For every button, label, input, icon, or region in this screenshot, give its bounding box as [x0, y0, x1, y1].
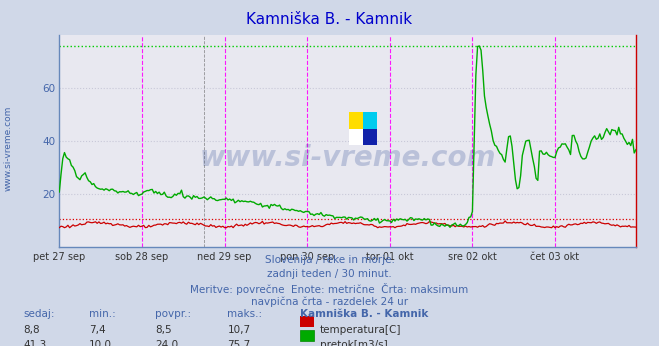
- Text: 8,8: 8,8: [23, 325, 40, 335]
- Text: 75,7: 75,7: [227, 340, 250, 346]
- Text: 10,0: 10,0: [89, 340, 112, 346]
- Text: min.:: min.:: [89, 309, 116, 319]
- Text: temperatura[C]: temperatura[C]: [320, 325, 401, 335]
- Text: sedaj:: sedaj:: [23, 309, 55, 319]
- Text: Kamniška B. - Kamnik: Kamniška B. - Kamnik: [300, 309, 428, 319]
- Text: navpična črta - razdelek 24 ur: navpična črta - razdelek 24 ur: [251, 297, 408, 307]
- Text: 41,3: 41,3: [23, 340, 46, 346]
- Text: Kamniška B. - Kamnik: Kamniška B. - Kamnik: [246, 12, 413, 27]
- Text: povpr.:: povpr.:: [155, 309, 191, 319]
- Text: zadnji teden / 30 minut.: zadnji teden / 30 minut.: [267, 269, 392, 279]
- Text: www.si-vreme.com: www.si-vreme.com: [200, 144, 496, 172]
- Text: 7,4: 7,4: [89, 325, 105, 335]
- Text: Meritve: povrečne  Enote: metrične  Črta: maksimum: Meritve: povrečne Enote: metrične Črta: …: [190, 283, 469, 295]
- Text: pretok[m3/s]: pretok[m3/s]: [320, 340, 387, 346]
- Text: 8,5: 8,5: [155, 325, 171, 335]
- Text: www.si-vreme.com: www.si-vreme.com: [3, 106, 13, 191]
- Text: maks.:: maks.:: [227, 309, 262, 319]
- Text: Slovenija / reke in morje.: Slovenija / reke in morje.: [264, 255, 395, 265]
- Text: 24,0: 24,0: [155, 340, 178, 346]
- Text: 10,7: 10,7: [227, 325, 250, 335]
